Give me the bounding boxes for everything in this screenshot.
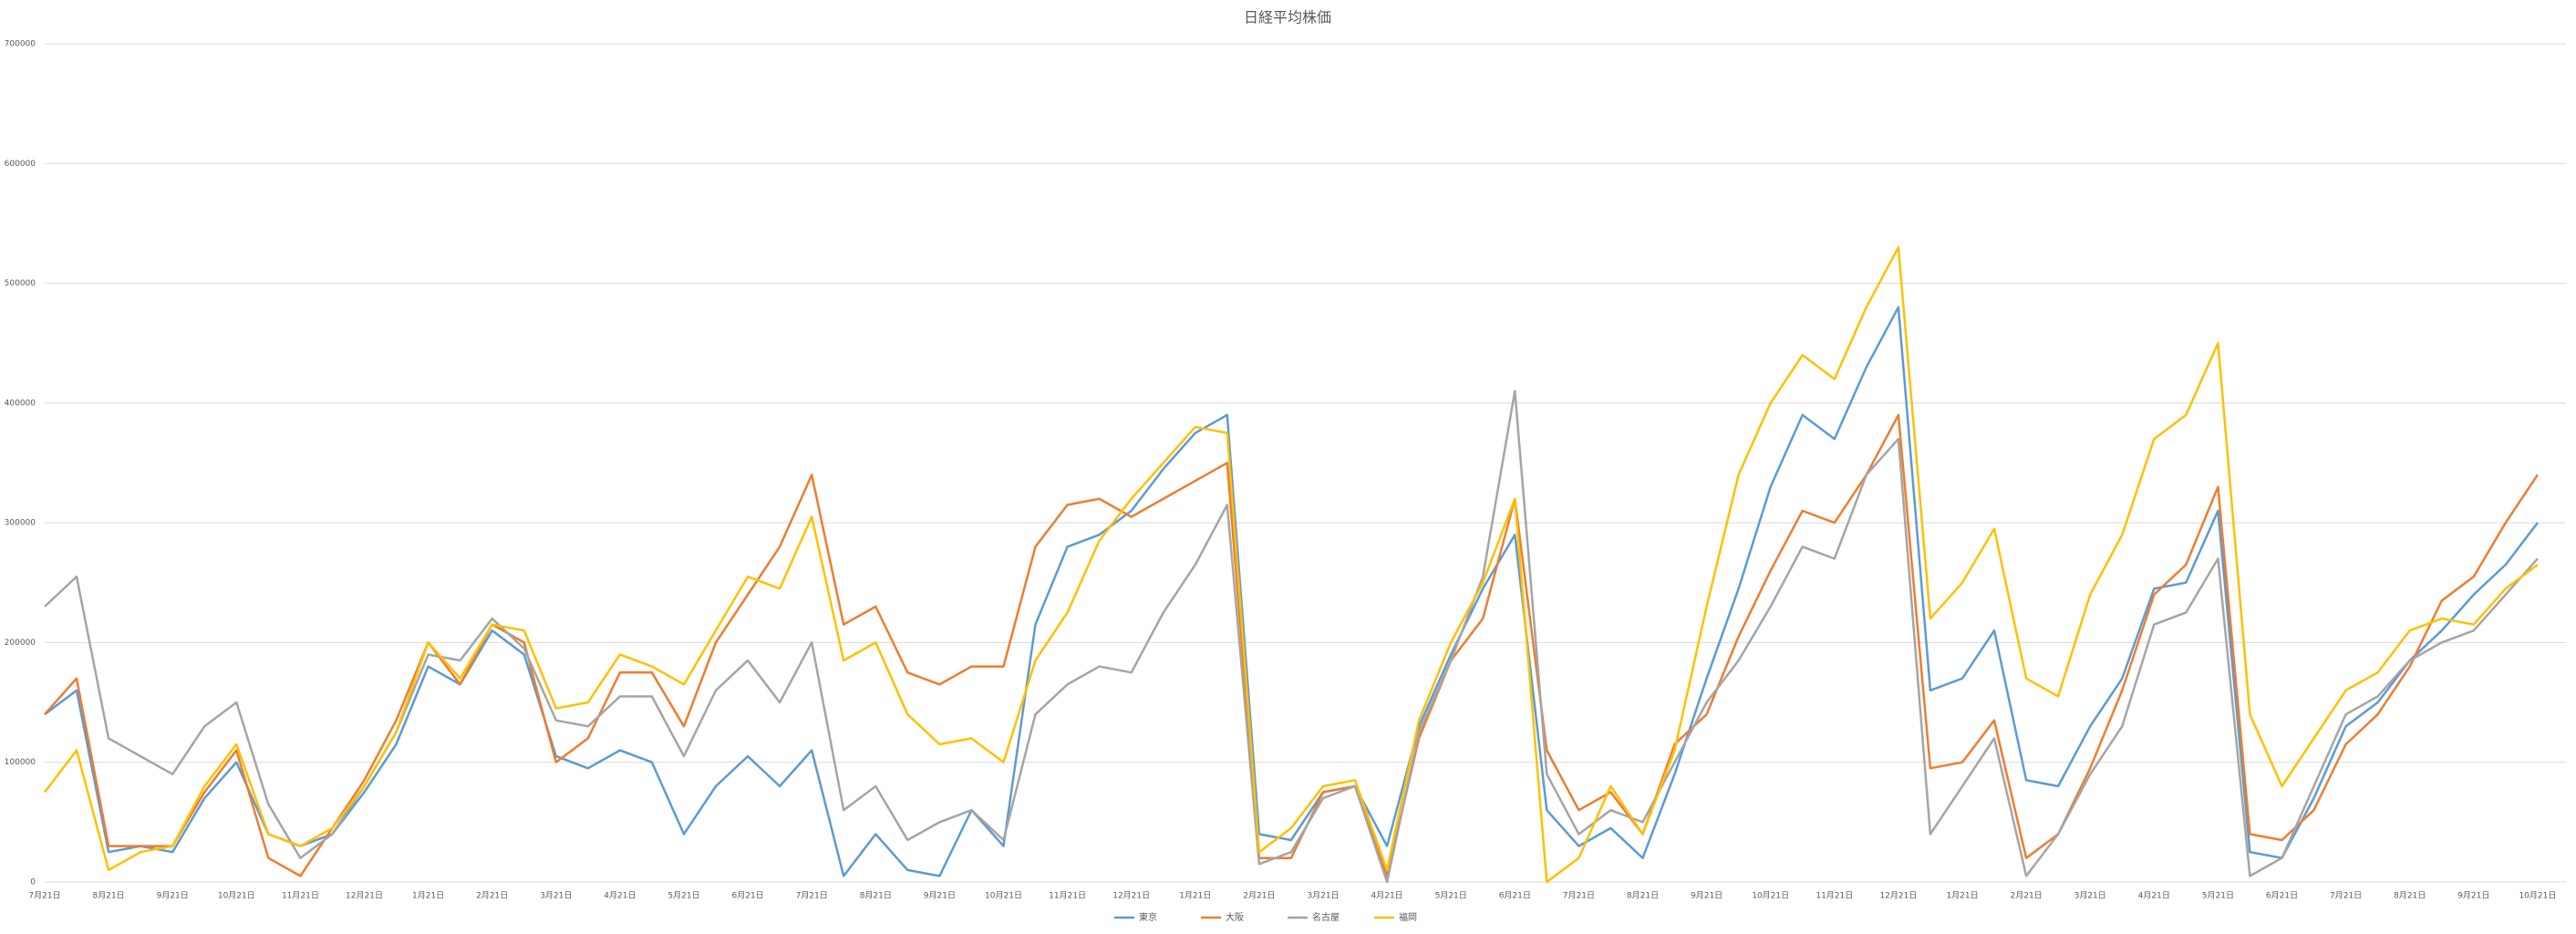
y-tick-label: 100000 (5, 758, 36, 767)
series-line (44, 389, 2539, 884)
x-tick-label: 7月21日 (796, 891, 828, 901)
x-tick-label: 8月21日 (1627, 891, 1659, 901)
x-tick-label: 10月21日 (2519, 891, 2556, 901)
x-tick-label: 2月21日 (2011, 891, 2043, 901)
x-tick-label: 11月21日 (282, 891, 319, 901)
x-tick-label: 10月21日 (1752, 891, 1789, 901)
x-tick-label: 1月21日 (1179, 891, 1211, 901)
series-line (44, 413, 2539, 877)
x-tick-label: 11月21日 (1816, 891, 1853, 901)
legend-label: 大阪 (1226, 911, 1244, 923)
legend-label: 東京 (1139, 911, 1157, 923)
x-tick-label: 6月21日 (1499, 891, 1531, 901)
x-tick-label: 3月21日 (2074, 891, 2106, 901)
x-tick-label: 4月21日 (1371, 891, 1403, 901)
x-tick-label: 7月21日 (1563, 891, 1595, 901)
y-tick-label: 600000 (5, 160, 36, 169)
series-line (44, 306, 2539, 877)
x-tick-label: 7月21日 (2330, 891, 2362, 901)
x-tick-label: 9月21日 (924, 891, 956, 901)
x-tick-label: 5月21日 (1435, 891, 1467, 901)
series-line (44, 245, 2539, 884)
x-tick-label: 4月21日 (604, 891, 636, 901)
x-tick-label: 8月21日 (2394, 891, 2426, 901)
x-tick-label: 2月21日 (476, 891, 508, 901)
x-tick-label: 3月21日 (1307, 891, 1339, 901)
x-tick-label: 6月21日 (2266, 891, 2298, 901)
x-tick-label: 12月21日 (346, 891, 383, 901)
x-tick-label: 9月21日 (1691, 891, 1723, 901)
y-tick-label: 700000 (5, 40, 36, 49)
x-tick-label: 2月21日 (1243, 891, 1275, 901)
x-tick-label: 8月21日 (93, 891, 125, 901)
y-tick-label: 300000 (5, 519, 36, 528)
x-tick-label: 8月21日 (860, 891, 892, 901)
x-tick-label: 1月21日 (412, 891, 444, 901)
legend-label: 福岡 (1399, 911, 1417, 923)
x-tick-label: 5月21日 (2202, 891, 2234, 901)
x-tick-label: 4月21日 (2138, 891, 2170, 901)
x-tick-label: 10月21日 (985, 891, 1022, 901)
x-tick-label: 12月21日 (1112, 891, 1150, 901)
x-tick-label: 1月21日 (1946, 891, 1978, 901)
x-tick-label: 10月21日 (218, 891, 255, 901)
x-tick-label: 9月21日 (2457, 891, 2489, 901)
x-tick-label: 12月21日 (1879, 891, 1917, 901)
x-tick-label: 7月21日 (28, 891, 60, 901)
y-tick-label: 500000 (5, 279, 36, 288)
x-tick-label: 9月21日 (157, 891, 189, 901)
y-tick-label: 200000 (5, 638, 36, 648)
y-tick-label: 0 (30, 878, 36, 887)
x-tick-label: 6月21日 (732, 891, 764, 901)
legend-label: 名古屋 (1312, 911, 1340, 923)
x-tick-label: 11月21日 (1049, 891, 1086, 901)
x-tick-label: 5月21日 (667, 891, 699, 901)
y-tick-label: 400000 (5, 399, 36, 408)
x-tick-label: 3月21日 (540, 891, 572, 901)
chart-title: 日経平均株価 (1244, 9, 1331, 26)
